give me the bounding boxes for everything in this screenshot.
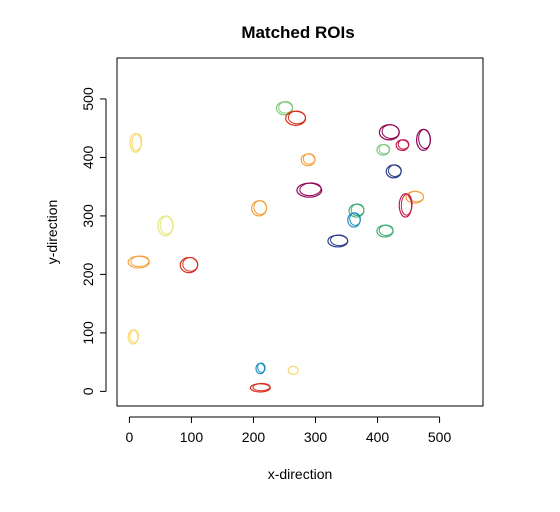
roi-outline	[278, 101, 294, 114]
roi-outline	[378, 143, 391, 155]
y-axis-label: y-direction	[44, 200, 60, 265]
roi-contours	[127, 101, 431, 393]
roi-contour	[249, 382, 271, 393]
y-tick-label: 0	[80, 387, 96, 395]
roi-contour	[300, 153, 316, 167]
roi-outline	[350, 203, 365, 217]
x-tick-label: 0	[126, 429, 134, 445]
roi-contour	[157, 215, 174, 237]
roi-contour	[395, 139, 410, 152]
roi-contour	[287, 365, 299, 376]
x-tick-label: 500	[428, 429, 452, 445]
y-axis: 0 100 200 300 400 500	[80, 87, 107, 395]
x-tick-label: 200	[242, 429, 266, 445]
roi-outline	[302, 153, 316, 165]
roi-outline	[182, 257, 199, 272]
roi-outline	[299, 182, 322, 197]
roi-contour	[285, 110, 307, 126]
x-tick-label: 100	[180, 429, 204, 445]
y-tick-label: 500	[80, 87, 96, 111]
plot-frame	[116, 57, 484, 407]
roi-outline	[400, 193, 413, 216]
y-tick-label: 200	[80, 263, 96, 287]
roi-contour	[275, 101, 294, 116]
roi-contour	[378, 124, 400, 141]
x-axis: 0 100 200 300 400 500	[126, 416, 452, 445]
roi-outline	[257, 362, 266, 373]
chart-title: Matched ROIs	[241, 23, 354, 42]
roi-contour	[251, 200, 268, 217]
roi-contour	[127, 329, 140, 345]
x-tick-label: 300	[304, 429, 328, 445]
y-tick-label: 400	[80, 146, 96, 170]
roi-outline	[296, 182, 323, 198]
x-axis-label: x-direction	[268, 466, 333, 482]
roi-contour	[398, 193, 413, 218]
roi-outline	[130, 255, 150, 268]
roi-outline	[131, 133, 143, 152]
roi-outline	[397, 139, 410, 150]
x-tick-label: 400	[366, 429, 390, 445]
roi-outline	[252, 382, 271, 392]
roi-contour	[405, 190, 425, 204]
roi-contour	[255, 362, 266, 375]
roi-contour	[376, 224, 394, 238]
roi-contour	[348, 203, 365, 218]
y-tick-label: 100	[80, 321, 96, 345]
roi-outline	[159, 215, 174, 235]
roi-contour	[385, 164, 402, 179]
roi-contour	[416, 128, 431, 152]
roi-outline	[381, 124, 400, 139]
roi-contour	[327, 234, 349, 248]
roi-outline	[330, 234, 349, 247]
roi-contour	[296, 182, 323, 198]
roi-contour	[376, 143, 391, 156]
y-tick-label: 300	[80, 204, 96, 228]
roi-contour	[179, 256, 199, 274]
roi-outline	[418, 129, 431, 149]
roi-outline	[287, 365, 299, 376]
roi-outline	[387, 164, 402, 177]
roi-outline	[349, 212, 361, 226]
roi-outline	[129, 329, 140, 343]
roi-contour	[129, 132, 143, 153]
roi-contour	[127, 255, 150, 269]
roi-outline	[287, 110, 306, 125]
roi-contour	[347, 212, 361, 228]
roi-outline	[378, 224, 394, 237]
roi-outline	[253, 200, 268, 215]
